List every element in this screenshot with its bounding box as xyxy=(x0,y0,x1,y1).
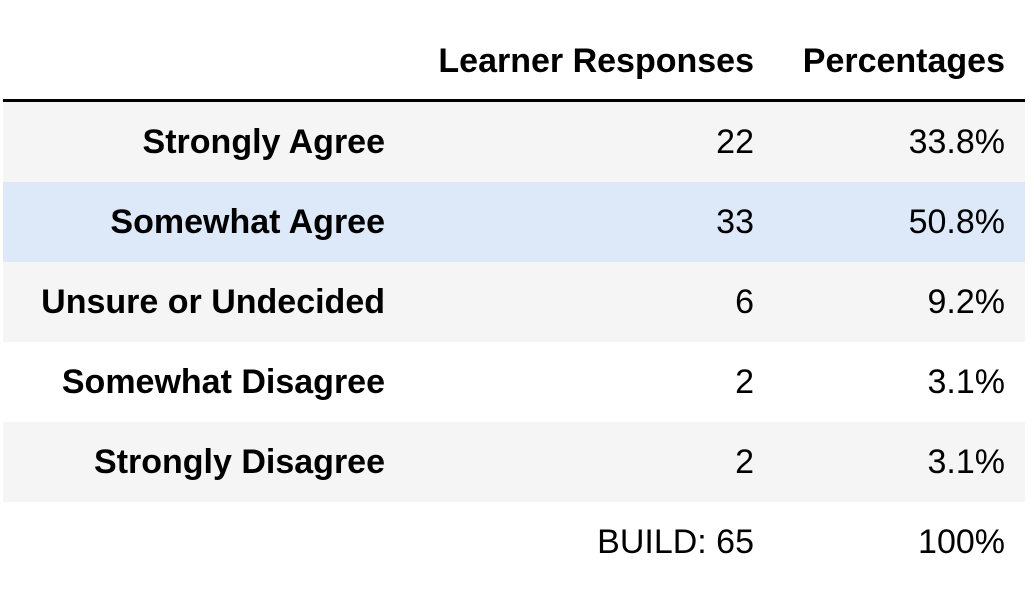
total-percent: 100% xyxy=(918,522,1005,561)
row-label: Somewhat Agree xyxy=(110,202,385,241)
row-percent: 3.1% xyxy=(927,362,1006,401)
row-count: 2 xyxy=(735,442,754,481)
table-header-row: Learner Responses Percentages xyxy=(3,24,1025,102)
table-row: Somewhat Disagree 2 3.1% xyxy=(3,342,1025,422)
table-row: Strongly Disagree 2 3.1% xyxy=(3,422,1025,502)
row-label: Unsure or Undecided xyxy=(41,282,385,321)
row-count: 22 xyxy=(716,122,754,161)
header-percentages: Percentages xyxy=(802,42,1005,80)
responses-table: Learner Responses Percentages Strongly A… xyxy=(3,24,1025,582)
row-label: Somewhat Disagree xyxy=(61,362,385,401)
row-percent: 50.8% xyxy=(908,202,1005,241)
table-total-row: BUILD: 65 100% xyxy=(3,502,1025,582)
row-percent: 33.8% xyxy=(908,122,1005,161)
row-label: Strongly Agree xyxy=(142,122,385,161)
table-row: Somewhat Agree 33 50.8% xyxy=(3,182,1025,262)
total-count: BUILD: 65 xyxy=(597,522,754,561)
row-count: 6 xyxy=(735,282,754,321)
table-row: Unsure or Undecided 6 9.2% xyxy=(3,262,1025,342)
row-percent: 3.1% xyxy=(927,442,1006,481)
row-percent: 9.2% xyxy=(927,282,1006,321)
row-label: Strongly Disagree xyxy=(94,442,385,481)
table-row: Strongly Agree 22 33.8% xyxy=(3,102,1025,182)
row-count: 2 xyxy=(735,362,754,401)
header-learner-responses: Learner Responses xyxy=(438,42,754,80)
row-count: 33 xyxy=(716,202,754,241)
